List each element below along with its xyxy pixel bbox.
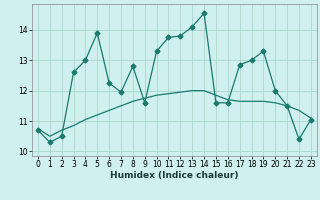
X-axis label: Humidex (Indice chaleur): Humidex (Indice chaleur) (110, 171, 239, 180)
